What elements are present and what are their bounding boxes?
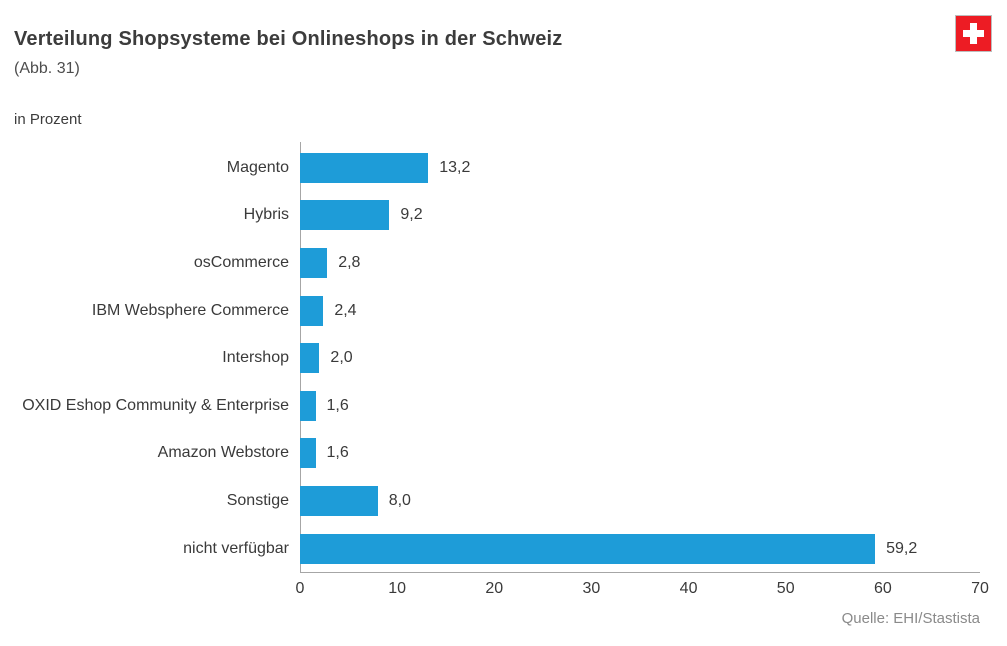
- x-tick-label: 70: [971, 580, 989, 597]
- bar-row: Sonstige 8,0: [0, 477, 980, 525]
- swiss-cross-vertical: [970, 23, 977, 44]
- bar-track: 13,2: [300, 152, 980, 183]
- page-title: Verteilung Shopsysteme bei Onlineshops i…: [14, 28, 563, 50]
- bar-track: 2,8: [300, 247, 980, 278]
- category-label: osCommerce: [193, 253, 289, 271]
- category-label: OXID Eshop Community & Enterprise: [22, 396, 289, 414]
- bar-row: Hybris 9,2: [0, 192, 980, 240]
- category-label: Hybris: [243, 206, 289, 224]
- bar-value-label: 1,6: [326, 396, 349, 414]
- bar-value-label: 13,2: [439, 158, 471, 176]
- bar-value-label: 59,2: [886, 539, 918, 557]
- bar-value-label: 8,0: [388, 491, 411, 509]
- bar-track: 1,6: [300, 438, 980, 469]
- bar-value-label: 2,4: [334, 301, 357, 319]
- bar-row: IBM Websphere Commerce 2,4: [0, 287, 980, 335]
- bar-row: OXID Eshop Community & Enterprise 1,6: [0, 382, 980, 430]
- bar-value-label: 9,2: [400, 206, 423, 224]
- x-axis-line: [300, 572, 980, 573]
- category-label: IBM Websphere Commerce: [91, 301, 289, 319]
- x-axis: 0 10 20 30 40 50 60 70: [296, 580, 989, 602]
- bar-row: nicht verfügbar 59,2: [0, 525, 980, 573]
- bar: [300, 295, 324, 326]
- bar-track: 1,6: [300, 390, 980, 421]
- bar-rows: Magento 13,2 Hybris 9,2 osCommerce 2,8: [0, 142, 980, 573]
- bar: [300, 438, 316, 469]
- bar: [300, 390, 316, 421]
- bar: [300, 343, 320, 374]
- source-attribution: Quelle: EHI/Stastista: [841, 610, 980, 627]
- x-tick-label: 0: [295, 580, 305, 597]
- bar-track: 2,4: [300, 295, 980, 326]
- bar: [300, 533, 876, 564]
- unit-label: in Prozent: [14, 111, 82, 128]
- bar-value-label: 2,8: [338, 253, 361, 271]
- bar: [300, 200, 390, 231]
- x-tick-label: 60: [873, 580, 892, 597]
- swiss-flag-icon: [955, 15, 992, 52]
- x-tick-label: 10: [388, 580, 407, 597]
- bar-track: 8,0: [300, 485, 980, 516]
- x-tick-label: 30: [582, 580, 601, 597]
- bar-row: osCommerce 2,8: [0, 239, 980, 287]
- bar: [300, 152, 429, 183]
- category-label: Magento: [226, 158, 289, 176]
- bar-value-label: 2,0: [330, 349, 353, 367]
- bar-row: Intershop 2,0: [0, 334, 980, 382]
- bar-track: 2,0: [300, 343, 980, 374]
- figure-number-label: (Abb. 31): [14, 60, 80, 77]
- bar: [300, 247, 328, 278]
- bar-value-label: 1,6: [326, 444, 349, 462]
- x-tick-label: 20: [485, 580, 504, 597]
- category-label: Amazon Webstore: [157, 444, 289, 462]
- category-label: Sonstige: [226, 491, 289, 509]
- bar-row: Magento 13,2: [0, 144, 980, 192]
- bar-row: Amazon Webstore 1,6: [0, 430, 980, 478]
- category-label: Intershop: [222, 349, 289, 367]
- bar: [300, 485, 378, 516]
- bar-chart: Magento 13,2 Hybris 9,2 osCommerce 2,8: [0, 142, 989, 614]
- bar-track: 9,2: [300, 200, 980, 231]
- bar-track: 59,2: [300, 533, 980, 564]
- category-label: nicht verfügbar: [183, 539, 289, 557]
- x-tick-label: 40: [679, 580, 698, 597]
- x-tick-label: 50: [776, 580, 795, 597]
